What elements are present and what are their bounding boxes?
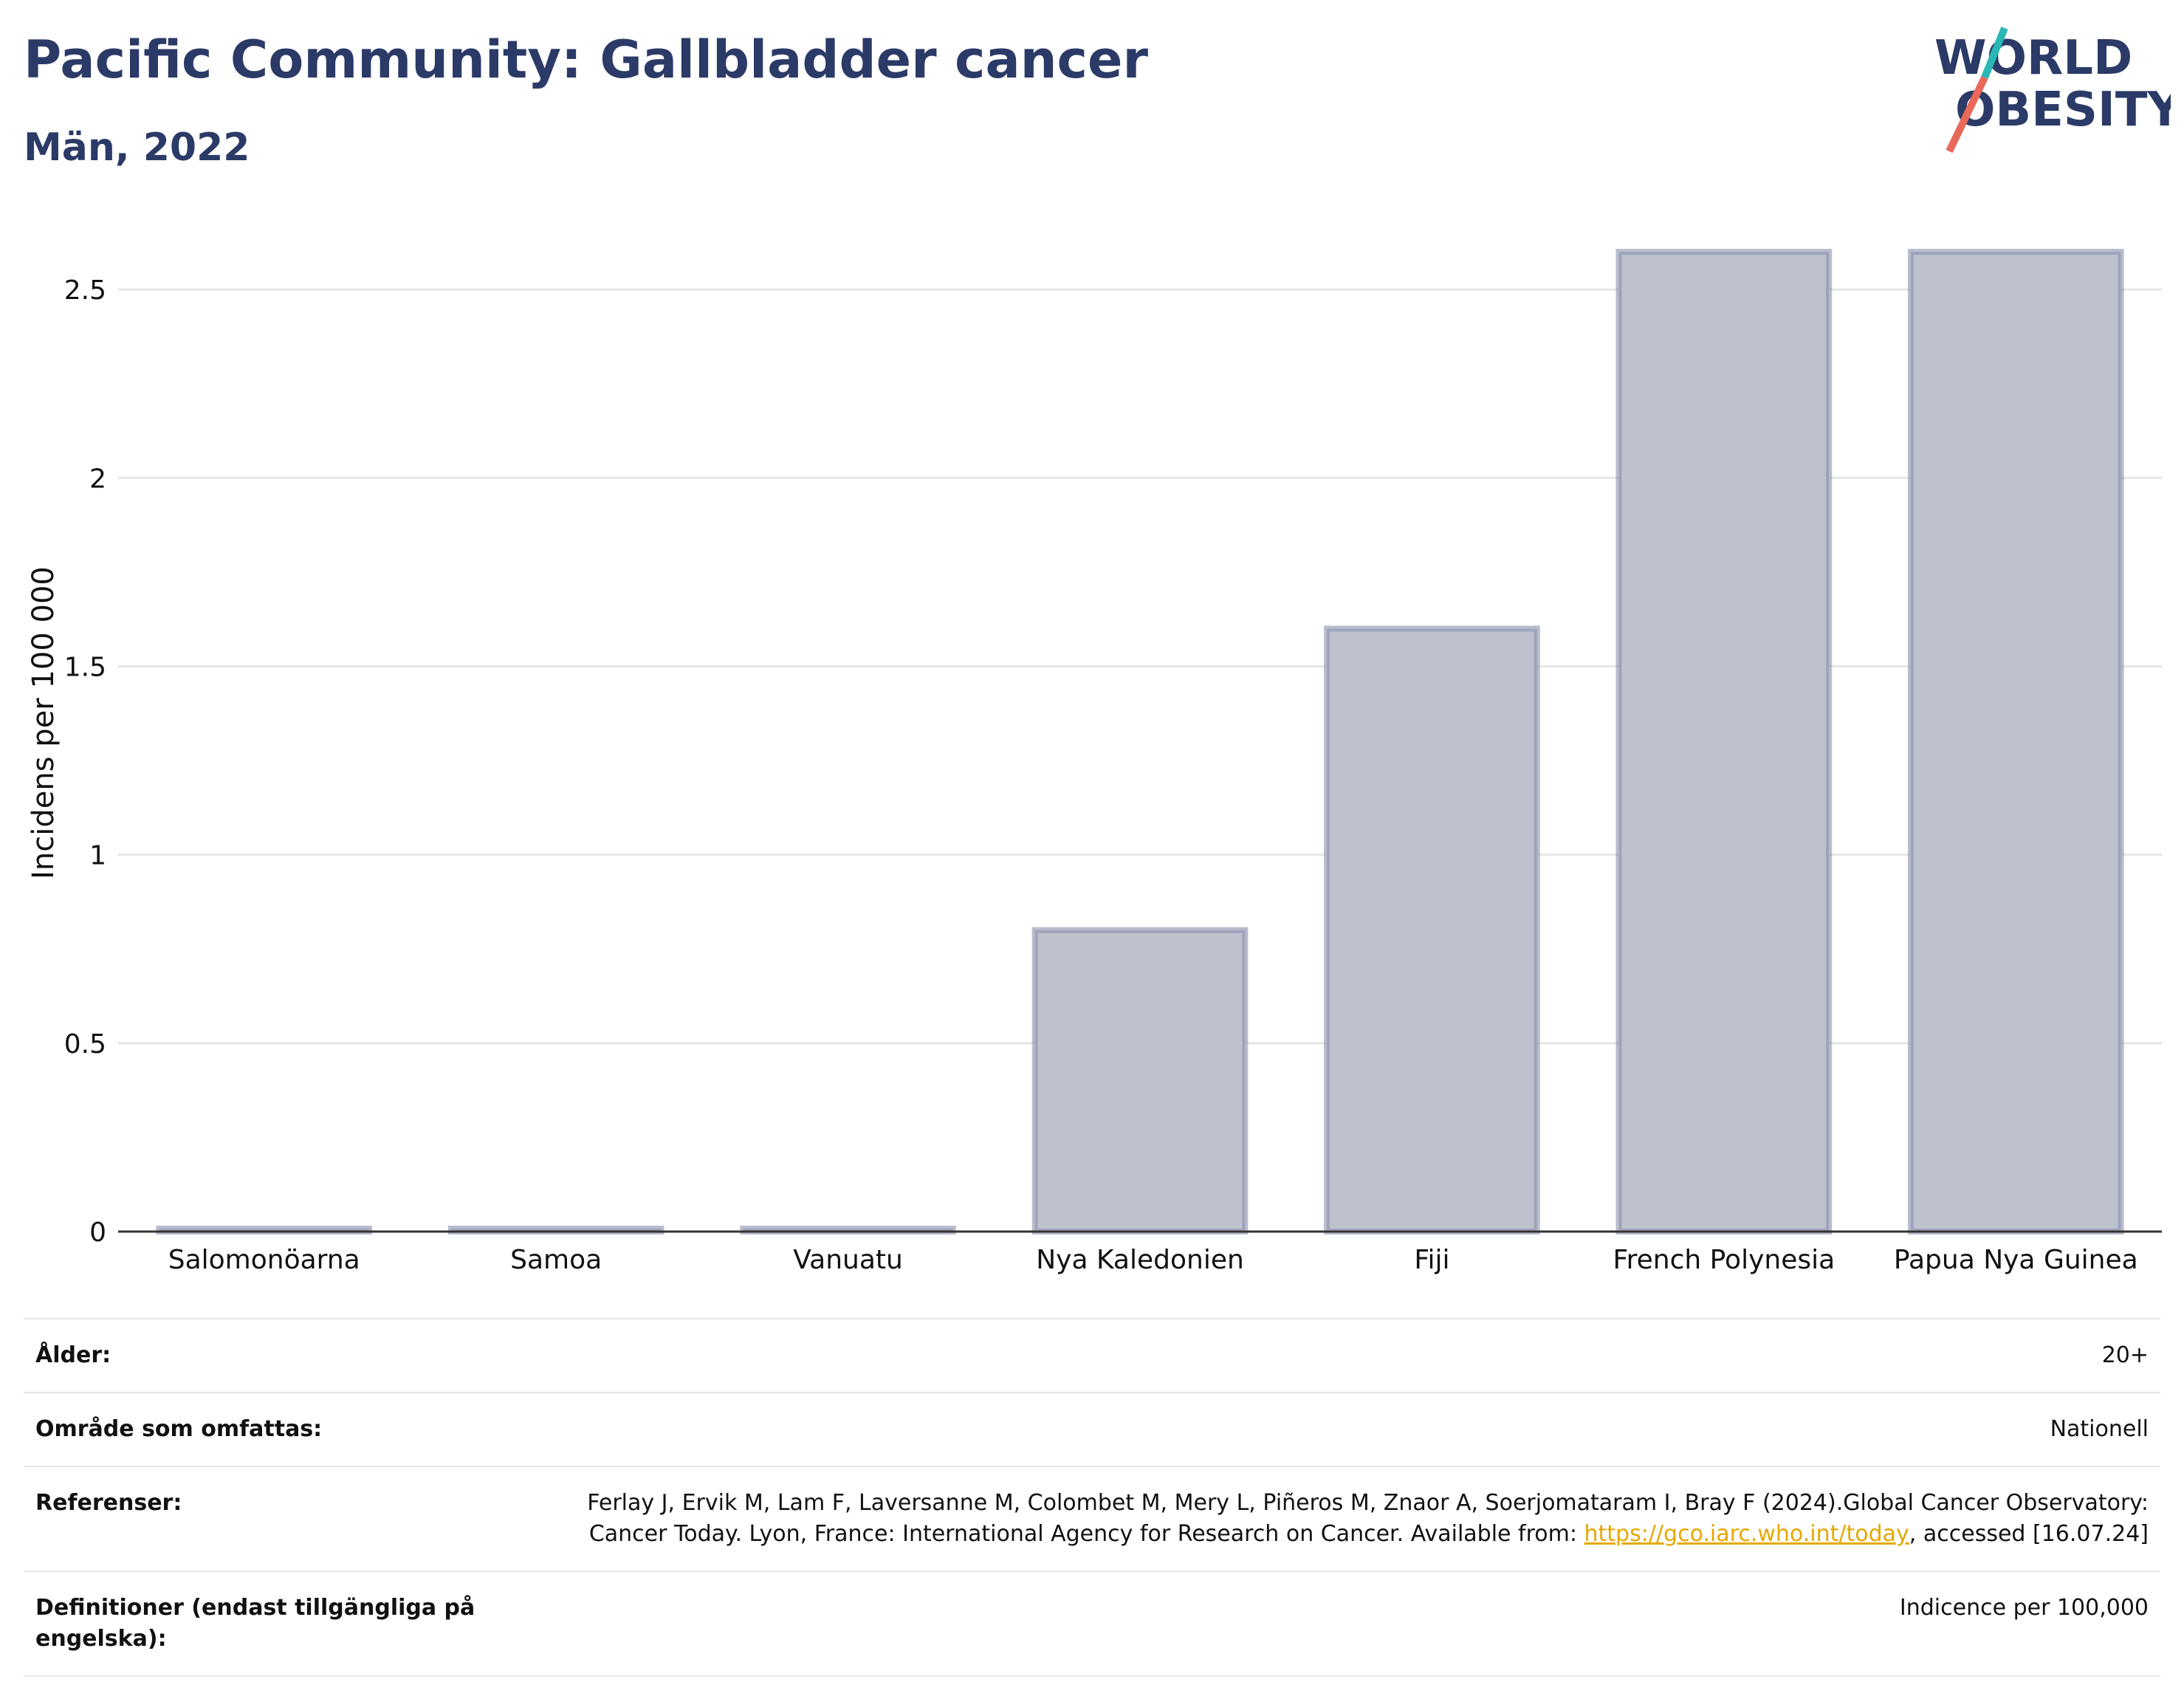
- meta-row-definitions: Definitioner (endast tillgängliga på eng…: [24, 1570, 2160, 1677]
- meta-row-age: Ålder: 20+: [24, 1318, 2160, 1392]
- bar: [1615, 249, 1833, 1235]
- bars: [156, 249, 2124, 1235]
- logo-text-line2: OBESITY: [1955, 83, 2171, 137]
- y-tick-label: 1: [89, 841, 106, 871]
- bar: [1907, 249, 2124, 1235]
- x-tick-label: Salomonöarna: [168, 1245, 360, 1275]
- meta-row-references: Referenser: Ferlay J, Ervik M, Lam F, La…: [24, 1466, 2160, 1570]
- references-label: Referenser:: [35, 1490, 182, 1516]
- x-tick-label: Papua Nya Guinea: [1894, 1245, 2138, 1275]
- meta-row-area: Område som omfattas: Nationell: [24, 1392, 2160, 1466]
- x-tick-labels: Salomonöarna Samoa Vanuatu Nya Kaledonien Fi…: [168, 1245, 2138, 1275]
- y-tick-label: 2.5: [64, 275, 106, 306]
- metadata-table: Ålder: 20+ Område som omfattas: Nationel…: [24, 1318, 2160, 1677]
- y-axis-title: Incidens per 100 000: [27, 566, 61, 879]
- chart-subtitle: Män, 2022: [24, 126, 250, 170]
- definitions-label: Definitioner (endast tillgängliga på eng…: [35, 1595, 475, 1652]
- y-tick-label: 0.5: [64, 1029, 106, 1060]
- y-tick-label: 1.5: [64, 652, 106, 682]
- bar-chart: 0 0.5 1 1.5 2 2.5 Salomonöarna Samoa Vanuatu Nya…: [27, 249, 2162, 1275]
- bar: [1031, 927, 1249, 1235]
- references-text: Ferlay J, Ervik M, Lam F, Laversanne M, …: [587, 1490, 2149, 1547]
- x-tick-label: Vanuatu: [793, 1245, 903, 1275]
- references-suffix: , accessed [16.07.24]: [1909, 1521, 2149, 1547]
- age-value: 20+: [2101, 1342, 2149, 1368]
- x-tick-label: Nya Kaledonien: [1036, 1245, 1244, 1275]
- age-label: Ålder:: [35, 1342, 111, 1368]
- y-tick-label: 0: [89, 1218, 106, 1248]
- logo-slash-teal: [1981, 27, 2008, 79]
- area-value: Nationell: [2050, 1416, 2149, 1442]
- logo-text-line1: WORLD: [1934, 31, 2132, 86]
- x-tick-label: Samoa: [510, 1245, 602, 1275]
- world-obesity-logo: WORLD OBESITY: [1934, 27, 2171, 154]
- bar: [1324, 625, 1540, 1235]
- area-label: Område som omfattas:: [35, 1416, 323, 1442]
- y-tick-labels: 0 0.5 1 1.5 2 2.5: [64, 275, 106, 1248]
- x-tick-label: French Polynesia: [1613, 1245, 1836, 1275]
- logo-slash-red: [1946, 75, 1988, 154]
- y-tick-label: 2: [89, 464, 106, 494]
- references-value: Ferlay J, Ervik M, Lam F, Laversanne M, …: [561, 1488, 2149, 1550]
- references-link[interactable]: https://gco.iarc.who.int/today: [1584, 1521, 1909, 1547]
- definitions-value: Indicence per 100,000: [1899, 1595, 2149, 1621]
- x-tick-label: Fiji: [1414, 1245, 1449, 1275]
- chart-title: Pacific Community: Gallbladder cancer: [24, 30, 1149, 90]
